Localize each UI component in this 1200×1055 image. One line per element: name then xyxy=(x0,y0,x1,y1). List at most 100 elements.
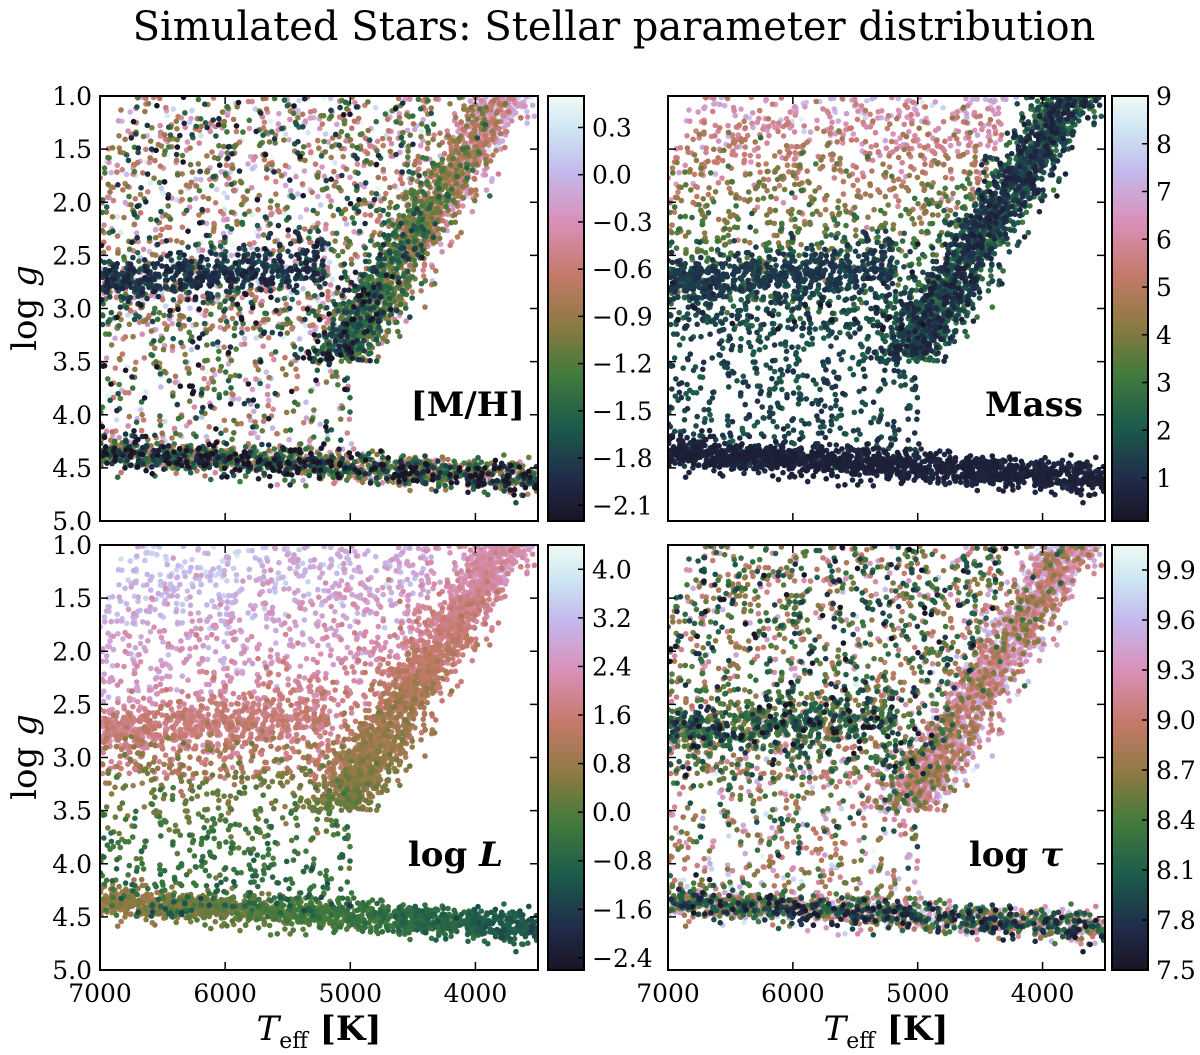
scatter-point xyxy=(354,161,361,167)
scatter-point xyxy=(346,416,353,423)
scatter-point xyxy=(131,168,138,175)
scatter-point xyxy=(405,148,411,154)
scatter-point xyxy=(209,243,215,250)
scatter-point xyxy=(418,224,425,230)
scatter-point xyxy=(416,173,423,179)
scatter-point xyxy=(489,117,496,124)
x-axis-label-left: Teff [K] xyxy=(257,1009,382,1054)
scatter-point xyxy=(312,326,318,333)
scatter-point xyxy=(406,168,412,175)
scatter-point xyxy=(114,213,121,220)
scatter-point xyxy=(436,142,443,148)
scatter-point xyxy=(121,254,127,260)
scatter-point xyxy=(512,100,518,107)
scatter-point xyxy=(254,246,261,253)
scatter-point xyxy=(222,298,228,305)
scatter-point xyxy=(398,142,405,149)
scatter-point xyxy=(132,196,139,202)
scatter-point xyxy=(325,293,331,300)
scatter-point xyxy=(367,306,374,312)
scatter-point xyxy=(178,339,184,346)
scatter-point xyxy=(373,474,380,481)
scatter-point xyxy=(311,262,317,268)
scatter-point xyxy=(452,211,458,218)
scatter-point xyxy=(502,144,508,151)
scatter-point xyxy=(203,308,209,314)
scatter-point xyxy=(354,144,360,151)
scatter-point xyxy=(411,223,417,229)
scatter-point xyxy=(410,121,417,127)
scatter-point xyxy=(163,326,170,333)
scatter-point xyxy=(220,453,227,459)
scatter-point xyxy=(402,305,409,312)
scatter-point xyxy=(456,150,462,156)
scatter-point xyxy=(282,131,289,137)
scatter-point xyxy=(263,288,270,295)
scatter-point xyxy=(324,436,331,443)
scatter-point xyxy=(308,239,314,246)
scatter-point xyxy=(473,161,480,168)
scatter-point xyxy=(224,150,231,156)
scatter-point xyxy=(186,370,192,376)
scatter-point xyxy=(429,264,436,270)
scatter-point xyxy=(182,359,189,365)
scatter-point xyxy=(299,111,306,118)
scatter-point xyxy=(433,96,439,102)
scatter-point xyxy=(215,292,221,298)
scatter-point xyxy=(133,230,140,236)
scatter-point xyxy=(436,185,443,192)
scatter-point xyxy=(342,99,349,106)
scatter-point xyxy=(398,134,405,141)
scatter-point xyxy=(307,115,314,121)
scatter-point xyxy=(398,240,405,246)
scatter-point xyxy=(400,231,406,238)
scatter-point xyxy=(217,423,223,429)
scatter-point xyxy=(186,419,193,426)
scatter-point xyxy=(420,273,427,279)
scatter-point xyxy=(300,305,307,312)
scatter-point xyxy=(113,417,120,423)
scatter-point xyxy=(140,417,147,423)
scatter-point xyxy=(473,192,480,198)
scatter-point xyxy=(410,113,416,119)
scatter-point xyxy=(130,333,136,340)
scatter-point xyxy=(451,138,457,144)
scatter-point xyxy=(419,189,426,195)
scatter-point xyxy=(473,116,480,122)
scatter-point xyxy=(319,164,325,170)
scatter-point xyxy=(102,170,108,176)
scatter-point xyxy=(104,393,111,400)
scatter-point xyxy=(118,229,124,236)
scatter-point xyxy=(409,191,415,197)
scatter-point xyxy=(328,469,335,475)
scatter-point xyxy=(456,209,462,215)
scatter-point xyxy=(410,267,417,273)
scatter-point xyxy=(152,305,158,312)
scatter-point xyxy=(407,132,414,138)
scatter-point xyxy=(337,104,343,111)
scatter-point xyxy=(230,301,236,307)
scatter-point xyxy=(321,96,328,101)
scatter-point xyxy=(446,96,452,101)
scatter-point xyxy=(162,148,168,154)
scatter-point xyxy=(170,297,177,303)
scatter-point xyxy=(251,408,257,415)
scatter-point xyxy=(186,398,193,405)
scatter-point xyxy=(156,309,163,316)
scatter-point xyxy=(133,131,139,137)
scatter-point xyxy=(353,183,360,189)
scatter-point xyxy=(148,328,155,334)
scatter-point xyxy=(467,98,474,104)
scatter-point xyxy=(276,110,282,117)
scatter-point xyxy=(246,208,252,215)
scatter-point xyxy=(491,98,497,104)
scatter-point xyxy=(262,214,269,220)
scatter-point xyxy=(224,181,230,188)
scatter-point xyxy=(145,100,152,107)
scatter-point xyxy=(248,282,254,288)
scatter-point xyxy=(246,241,253,247)
scatter-point xyxy=(186,316,192,323)
scatter-point xyxy=(386,218,392,224)
scatter-point xyxy=(503,128,510,135)
scatter-point xyxy=(122,136,128,143)
